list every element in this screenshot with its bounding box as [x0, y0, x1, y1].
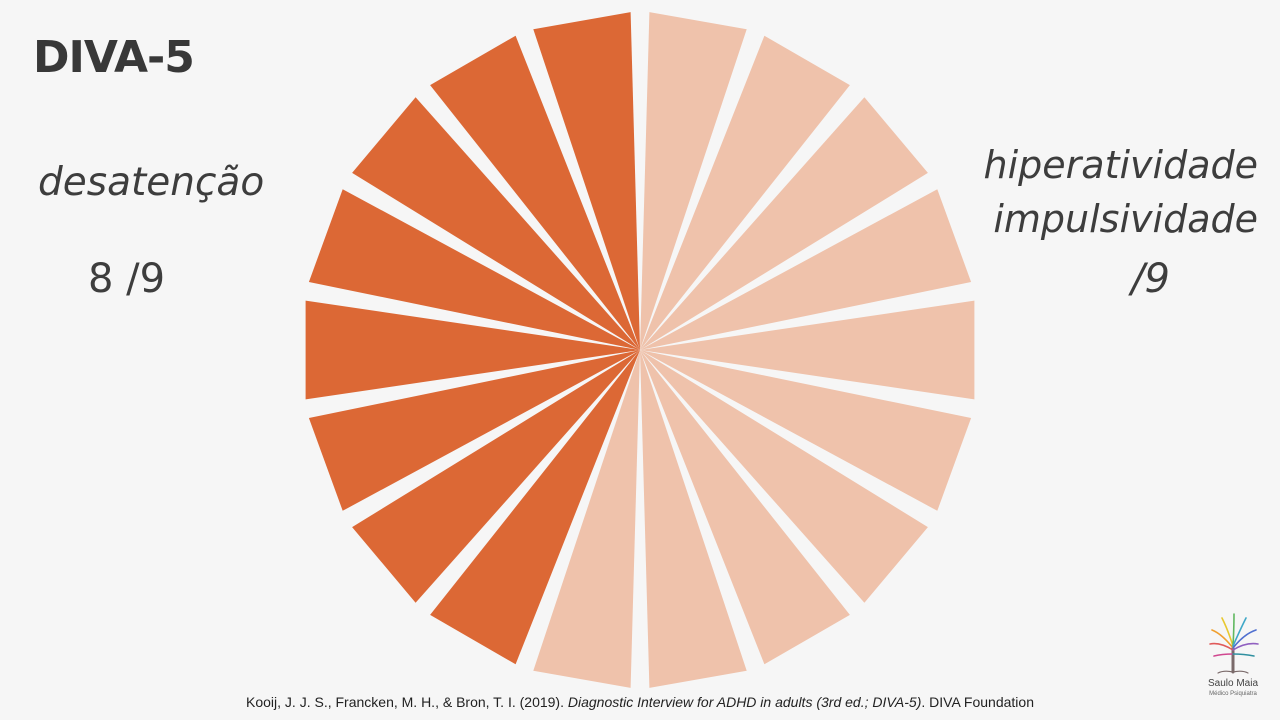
wheel-segment-active — [430, 350, 640, 665]
wheel-segment-active — [430, 35, 640, 350]
logo-subtitle: Médico Psiquiatra — [1209, 691, 1257, 697]
wheel-segment-active — [352, 350, 640, 603]
hyperactivity-label-line2: impulsividade — [993, 197, 1258, 241]
slide-title: DIVA-5 — [33, 32, 195, 83]
wheel-segment-inactive — [640, 350, 928, 603]
wheel-segment-inactive — [640, 35, 850, 350]
wheel-segment-active — [533, 12, 640, 350]
hyperactivity-label-line1: hiperatividade — [983, 143, 1258, 187]
tree-logo-icon — [1209, 613, 1259, 674]
wheel-segment-active — [352, 97, 640, 350]
hyperactivity-label: hiperatividade impulsividade — [984, 138, 1258, 246]
wheel-segment-inactive — [640, 350, 972, 511]
inattention-label: desatenção — [38, 160, 265, 205]
citation-authors: Kooij, J. J. S., Francken, M. H., & Bron… — [246, 694, 568, 710]
logo: Saulo Maia Médico Psiquiatra — [1196, 610, 1270, 698]
wheel-segment-inactive — [640, 189, 972, 350]
citation-publisher: . DIVA Foundation — [921, 694, 1034, 710]
logo-name: Saulo Maia — [1207, 678, 1259, 689]
wheel-segment-inactive — [640, 97, 928, 350]
hyperactivity-score: /9 — [1131, 256, 1170, 302]
wheel-segment-inactive — [640, 12, 747, 350]
wheel-segment-active — [308, 350, 640, 511]
citation-title: Diagnostic Interview for ADHD in adults … — [567, 694, 922, 710]
inattention-score: 8 /9 — [88, 256, 166, 302]
citation: Kooij, J. J. S., Francken, M. H., & Bron… — [0, 694, 1280, 710]
wheel-segment-inactive — [640, 350, 850, 665]
wheel-segment-active — [305, 300, 640, 400]
wheel-segment-inactive — [640, 300, 975, 400]
wheel-segment-inactive — [640, 350, 747, 688]
wheel-segment-inactive — [533, 350, 640, 688]
wheel-segment-active — [308, 189, 640, 350]
